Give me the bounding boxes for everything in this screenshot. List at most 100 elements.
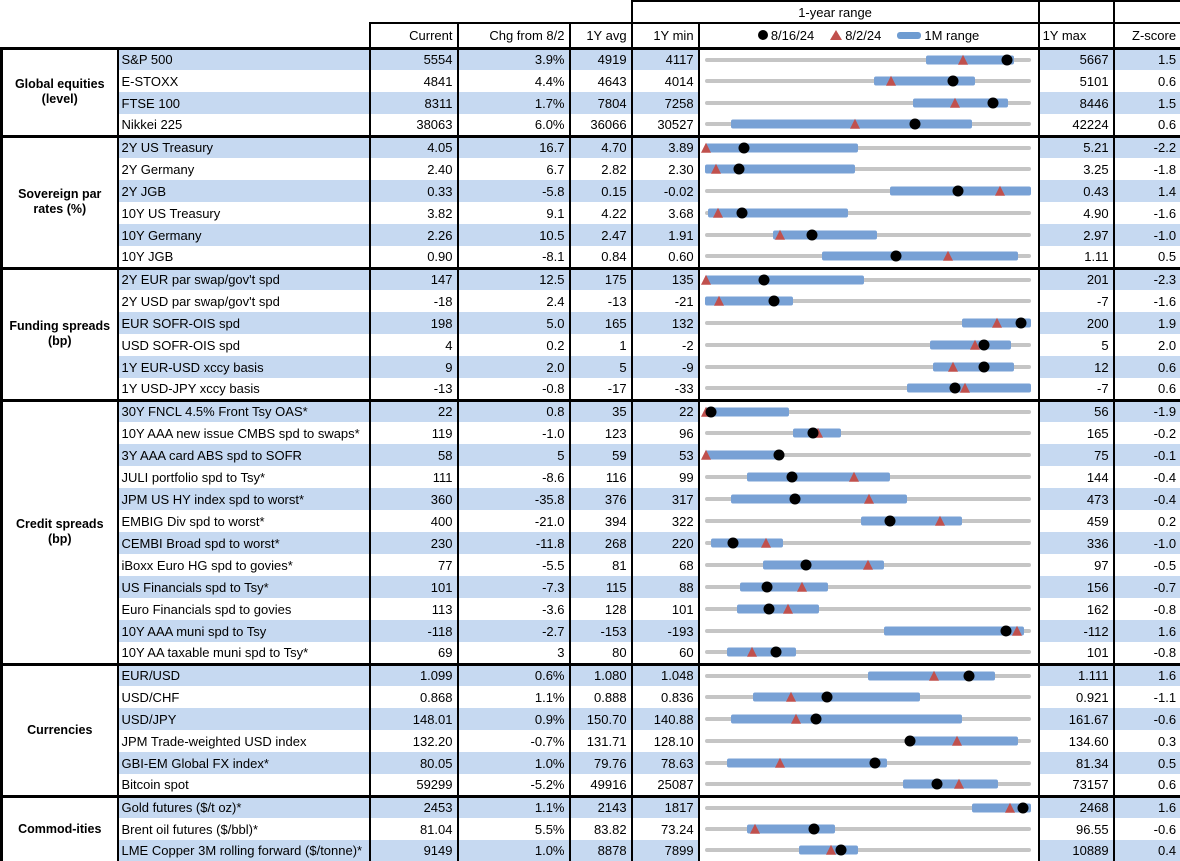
chg-from-8-2-cell: 5 xyxy=(457,444,571,466)
range-chart xyxy=(704,334,1031,356)
zscore-cell: -1.0 xyxy=(1113,532,1180,554)
one-year-avg-cell: 80 xyxy=(569,642,633,664)
one-month-range-bar xyxy=(711,538,783,548)
one-month-range-bar xyxy=(913,98,1008,108)
current-value-cell: 2.26 xyxy=(369,224,459,246)
one-year-range-track xyxy=(704,453,1031,457)
legend-item-current: 8/16/24 xyxy=(757,27,815,43)
one-year-max-cell: 1.11 xyxy=(1038,246,1115,268)
metric-name-cell: EMBIG Div spd to worst* xyxy=(117,510,371,532)
range-chart xyxy=(704,92,1031,114)
range-chart-cell xyxy=(698,510,1040,532)
one-year-min-cell: 1.048 xyxy=(631,662,700,686)
chg-from-8-2-cell: 2.4 xyxy=(457,290,571,312)
one-year-avg-cell: 131.71 xyxy=(569,730,633,752)
range-chart xyxy=(701,139,1031,158)
range-chart-cell xyxy=(698,202,1040,224)
header-spacer-above-max xyxy=(1037,0,1115,24)
chg-from-8-2-cell: 5.5% xyxy=(457,818,571,840)
metric-name-cell: Nikkei 225 xyxy=(117,114,371,136)
chg-from-8-2-cell: 5.0 xyxy=(457,312,571,334)
metric-name-cell: EUR SOFR-OIS spd xyxy=(117,312,371,334)
range-chart-cell xyxy=(698,114,1040,136)
one-year-avg-cell: 116 xyxy=(569,466,633,488)
one-year-max-cell: 5667 xyxy=(1038,46,1115,70)
chg-from-8-2-cell: 1.0% xyxy=(457,840,571,861)
aug-16-24-marker-icon xyxy=(758,274,770,286)
one-year-min-cell: -9 xyxy=(631,356,700,378)
aug-16-24-marker-icon xyxy=(727,537,739,549)
table-row: EUR SOFR-OIS spd 198 5.0 165 132 200 1.9 xyxy=(2,312,1180,334)
range-chart xyxy=(701,403,1031,422)
one-year-range-track xyxy=(704,739,1031,743)
zscore-cell: -0.8 xyxy=(1113,642,1180,664)
range-chart-cell xyxy=(698,46,1040,70)
chg-from-8-2-cell: 0.2 xyxy=(457,334,571,356)
range-chart xyxy=(704,290,1031,312)
aug-2-24-marker-icon xyxy=(786,691,797,702)
table-row: 10Y Germany 2.26 10.5 2.47 1.91 2.97 -1.0 xyxy=(2,224,1180,246)
category-cell: Commod-ities xyxy=(0,794,119,861)
aug-2-24-marker-icon xyxy=(849,119,860,130)
legend-label-8-2-24: 8/2/24 xyxy=(845,27,882,43)
one-year-min-cell: 317 xyxy=(631,488,700,510)
aug-2-24-marker-icon xyxy=(958,54,969,65)
zscore-cell: -0.6 xyxy=(1113,708,1180,730)
current-value-cell: 4841 xyxy=(369,70,459,92)
one-year-avg-cell: 376 xyxy=(569,488,633,510)
table-row: Funding spreads (bp) 2Y EUR par swap/gov'… xyxy=(0,266,1180,400)
one-year-avg-cell: 1.080 xyxy=(569,662,633,686)
chart-legend: 8/16/24 8/2/24 1M range xyxy=(697,22,1040,49)
chg-from-8-2-cell: 1.7% xyxy=(457,92,571,114)
one-month-range-bar xyxy=(773,230,878,240)
range-chart xyxy=(704,554,1031,576)
chg-from-8-2-cell: -8.1 xyxy=(457,246,571,268)
range-chart-cell xyxy=(698,466,1040,488)
chg-from-8-2-cell: 9.1 xyxy=(457,202,571,224)
one-year-avg-cell: 4.22 xyxy=(569,202,633,224)
aug-16-24-marker-icon xyxy=(733,163,745,175)
range-chart xyxy=(704,818,1031,840)
current-value-cell: 1.099 xyxy=(369,662,459,686)
one-year-avg-cell: 1 xyxy=(569,334,633,356)
aug-2-24-marker-icon xyxy=(943,251,954,262)
one-year-min-cell: -33 xyxy=(631,378,700,400)
legend-label-8-16-24: 8/16/24 xyxy=(770,27,815,43)
one-month-range-bar xyxy=(903,779,998,789)
range-chart-cell xyxy=(698,246,1040,268)
chg-from-8-2-cell: 0.8 xyxy=(457,398,571,422)
aug-2-24-marker-icon xyxy=(713,295,724,306)
one-year-min-cell: -193 xyxy=(631,620,700,642)
one-year-avg-cell: -13 xyxy=(569,290,633,312)
one-year-avg-cell: -153 xyxy=(569,620,633,642)
one-year-min-cell: 2.30 xyxy=(631,158,700,180)
zscore-cell: -1.1 xyxy=(1113,686,1180,708)
current-value-cell: 119 xyxy=(369,422,459,444)
range-chart-cell xyxy=(698,224,1040,246)
triangle-icon xyxy=(830,30,843,41)
aug-16-24-marker-icon xyxy=(800,559,812,571)
one-year-min-cell: 7258 xyxy=(631,92,700,114)
one-month-range-bar xyxy=(874,76,976,86)
one-year-min-cell: 140.88 xyxy=(631,708,700,730)
one-month-range-bar xyxy=(707,208,848,218)
metric-name-cell: Euro Financials spd to govies xyxy=(117,598,371,620)
current-value-cell: 230 xyxy=(369,532,459,554)
range-chart xyxy=(704,686,1031,708)
one-year-avg-cell: 4919 xyxy=(569,46,633,70)
current-value-cell: 0.868 xyxy=(369,686,459,708)
zscore-cell: 1.5 xyxy=(1113,92,1180,114)
range-chart xyxy=(704,180,1031,202)
chg-from-8-2-cell: -11.8 xyxy=(457,532,571,554)
one-year-avg-cell: 115 xyxy=(569,576,633,598)
range-chart-cell xyxy=(698,92,1040,114)
table-row: US Financials spd to Tsy* 101 -7.3 115 88 156… xyxy=(2,576,1180,598)
table-row: GBI-EM Global FX index* 80.05 1.0% 79.76 78.… xyxy=(2,752,1180,774)
current-value-cell: 3.82 xyxy=(369,202,459,224)
table-row: 10Y AA taxable muni spd to Tsy* 69 3 80 60 10… xyxy=(2,642,1180,664)
metric-name-cell: 2Y Germany xyxy=(117,158,371,180)
one-year-max-cell: 162 xyxy=(1038,598,1115,620)
one-year-avg-cell: 49916 xyxy=(569,774,633,796)
aug-2-24-marker-icon xyxy=(995,185,1006,196)
header-spacer xyxy=(2,23,370,48)
